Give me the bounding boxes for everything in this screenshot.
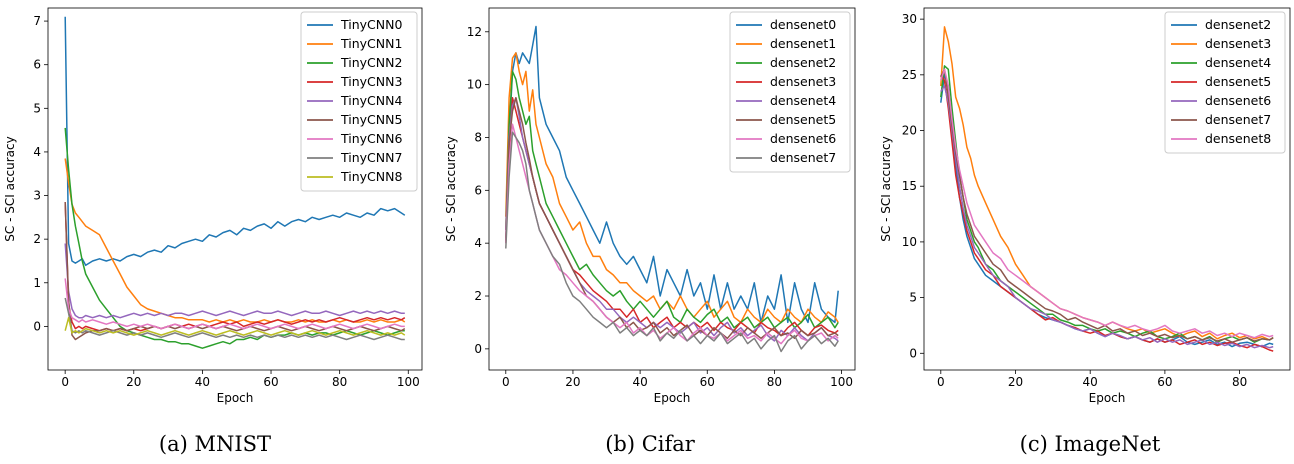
panel-2-legend-label-densenet3: densenet3 xyxy=(1205,36,1271,51)
panel-2-ytick-label: 15 xyxy=(902,179,917,193)
caption-a: (a) MNIST xyxy=(158,432,272,456)
panel-0-ytick-label: 1 xyxy=(33,276,41,290)
panel-2-ytick-label: 0 xyxy=(909,346,917,360)
panel-1-xtick-label: 80 xyxy=(767,375,782,389)
panel-0-xtick-label: 0 xyxy=(61,375,69,389)
panel-2-xtick-label: 40 xyxy=(1083,375,1098,389)
panel-0-series-line-TinyCNN7 xyxy=(64,297,405,341)
panel-1-series-line-densenet2 xyxy=(505,70,839,329)
panel-2-xlabel: Epoch xyxy=(1089,391,1126,405)
panel-2-legend-label-densenet7: densenet7 xyxy=(1205,112,1271,127)
panel-1-series-line-densenet1 xyxy=(505,52,839,324)
panel-0-legend-label-TinyCNN7: TinyCNN7 xyxy=(340,150,402,165)
panel-2-legend-box xyxy=(1164,11,1286,154)
panel-1-axes-frame xyxy=(488,7,856,371)
panel-0-ytick-label: 0 xyxy=(33,319,41,333)
panel-0-axes-frame xyxy=(47,7,423,371)
panel-1-xlabel: Epoch xyxy=(654,391,691,405)
panel-0-ytick-label: 2 xyxy=(33,232,41,246)
panel-0-xtick-label: 20 xyxy=(126,375,141,389)
panel-2-xtick-label: 20 xyxy=(1008,375,1023,389)
panel-0-legend-label-TinyCNN0: TinyCNN0 xyxy=(340,17,402,32)
panel-2-series-line-densenet6 xyxy=(940,85,1274,349)
panel-0-legend-box xyxy=(300,11,418,192)
panel-1-ytick-label: 12 xyxy=(467,25,482,39)
panel-0-series-line-TinyCNN0 xyxy=(64,16,406,267)
panel-1-xtick-label: 20 xyxy=(565,375,580,389)
panel-0-legend-label-TinyCNN2: TinyCNN2 xyxy=(340,55,402,70)
panel-2-ylabel: SC - SCI accuracy xyxy=(879,136,893,241)
panel-2-axes-frame xyxy=(923,7,1291,371)
panel-2-series-line-densenet7 xyxy=(940,68,1274,343)
panel-0-ytick-label: 7 xyxy=(33,14,41,28)
panel-2-series-line-densenet8 xyxy=(940,68,1274,339)
panel-1-ytick-label: 4 xyxy=(474,236,482,250)
panel-0-ytick-label: 6 xyxy=(33,58,41,72)
panel-2-xtick-label: 60 xyxy=(1157,375,1172,389)
panel-0-ytick-label: 5 xyxy=(33,101,41,115)
panel-2-legend-label-densenet6: densenet6 xyxy=(1205,93,1271,108)
panel-0-xtick-label: 40 xyxy=(195,375,210,389)
panel-1-legend-label-densenet1: densenet1 xyxy=(770,36,836,51)
panel-0-xlabel: Epoch xyxy=(217,391,254,405)
panel-2-ytick-label: 25 xyxy=(902,68,917,82)
panel-2-legend-label-densenet5: densenet5 xyxy=(1205,74,1271,89)
panel-2-legend-label-densenet4: densenet4 xyxy=(1205,55,1271,70)
panel-1-xtick-label: 40 xyxy=(632,375,647,389)
panel-0-series-line-TinyCNN4 xyxy=(64,243,405,319)
panel-0-series-line-TinyCNN5 xyxy=(64,202,406,341)
panel-1-ylabel: SC - SCI accuracy xyxy=(444,136,458,241)
panel-2-ytick-label: 30 xyxy=(902,12,917,26)
panel-0-legend-label-TinyCNN5: TinyCNN5 xyxy=(340,112,402,127)
panel-1-ytick-label: 2 xyxy=(474,289,482,303)
panel-1-series-line-densenet7 xyxy=(505,131,839,353)
panel-1-series-line-densenet5 xyxy=(505,97,839,340)
panel-1-ytick-label: 10 xyxy=(467,78,482,92)
panel-0-xtick-label: 100 xyxy=(397,375,420,389)
panel-2-ytick-label: 10 xyxy=(902,235,917,249)
panel-1-ytick-label: 0 xyxy=(474,342,482,356)
panel-0-ytick-label: 3 xyxy=(33,189,41,203)
panel-0-xtick-label: 80 xyxy=(332,375,347,389)
panel-1-legend-label-densenet5: densenet5 xyxy=(770,112,836,127)
caption-c: (c) ImageNet xyxy=(1019,432,1161,456)
panel-2-xtick-label: 80 xyxy=(1232,375,1247,389)
panel-0-xtick-label: 60 xyxy=(263,375,278,389)
panel-1-legend-label-densenet7: densenet7 xyxy=(770,150,836,165)
panel-2-ytick-label: 5 xyxy=(909,291,917,305)
panel-0-ylabel: SC - SCI accuracy xyxy=(3,136,17,241)
panel-1-series-line-densenet0 xyxy=(505,25,839,324)
panel-1-xtick-label: 60 xyxy=(700,375,715,389)
panel-1-xtick-label: 0 xyxy=(502,375,510,389)
panel-0-legend-label-TinyCNN3: TinyCNN3 xyxy=(340,74,402,89)
panel-1-legend-box xyxy=(729,11,851,173)
panel-0-legend-label-TinyCNN1: TinyCNN1 xyxy=(340,36,402,51)
panel-2-xtick-label: 0 xyxy=(937,375,945,389)
panel-1-legend-label-densenet3: densenet3 xyxy=(770,74,836,89)
panel-2-legend-label-densenet8: densenet8 xyxy=(1205,131,1271,146)
panel-0-legend-label-TinyCNN6: TinyCNN6 xyxy=(340,131,402,146)
panel-0-legend-label-TinyCNN4: TinyCNN4 xyxy=(340,93,402,108)
panel-2-series-line-densenet5 xyxy=(940,74,1274,352)
panel-0-legend-label-TinyCNN8: TinyCNN8 xyxy=(340,169,402,184)
panel-1-legend-label-densenet2: densenet2 xyxy=(770,55,836,70)
caption-b: (b) Cifar xyxy=(605,432,695,456)
panel-2-ytick-label: 20 xyxy=(902,124,917,138)
panel-1-legend-label-densenet4: densenet4 xyxy=(770,93,836,108)
panel-1-ytick-label: 8 xyxy=(474,130,482,144)
panel-1-legend-label-densenet0: densenet0 xyxy=(770,17,836,32)
panel-0-series-line-TinyCNN8 xyxy=(64,316,406,336)
panel-0-ytick-label: 4 xyxy=(33,145,41,159)
panel-1-xtick-label: 100 xyxy=(830,375,853,389)
panel-0-series-line-TinyCNN6 xyxy=(64,278,405,330)
panel-1-ytick-label: 6 xyxy=(474,183,482,197)
panel-1-legend-label-densenet6: densenet6 xyxy=(770,131,836,146)
panel-2-legend-label-densenet2: densenet2 xyxy=(1205,17,1271,32)
